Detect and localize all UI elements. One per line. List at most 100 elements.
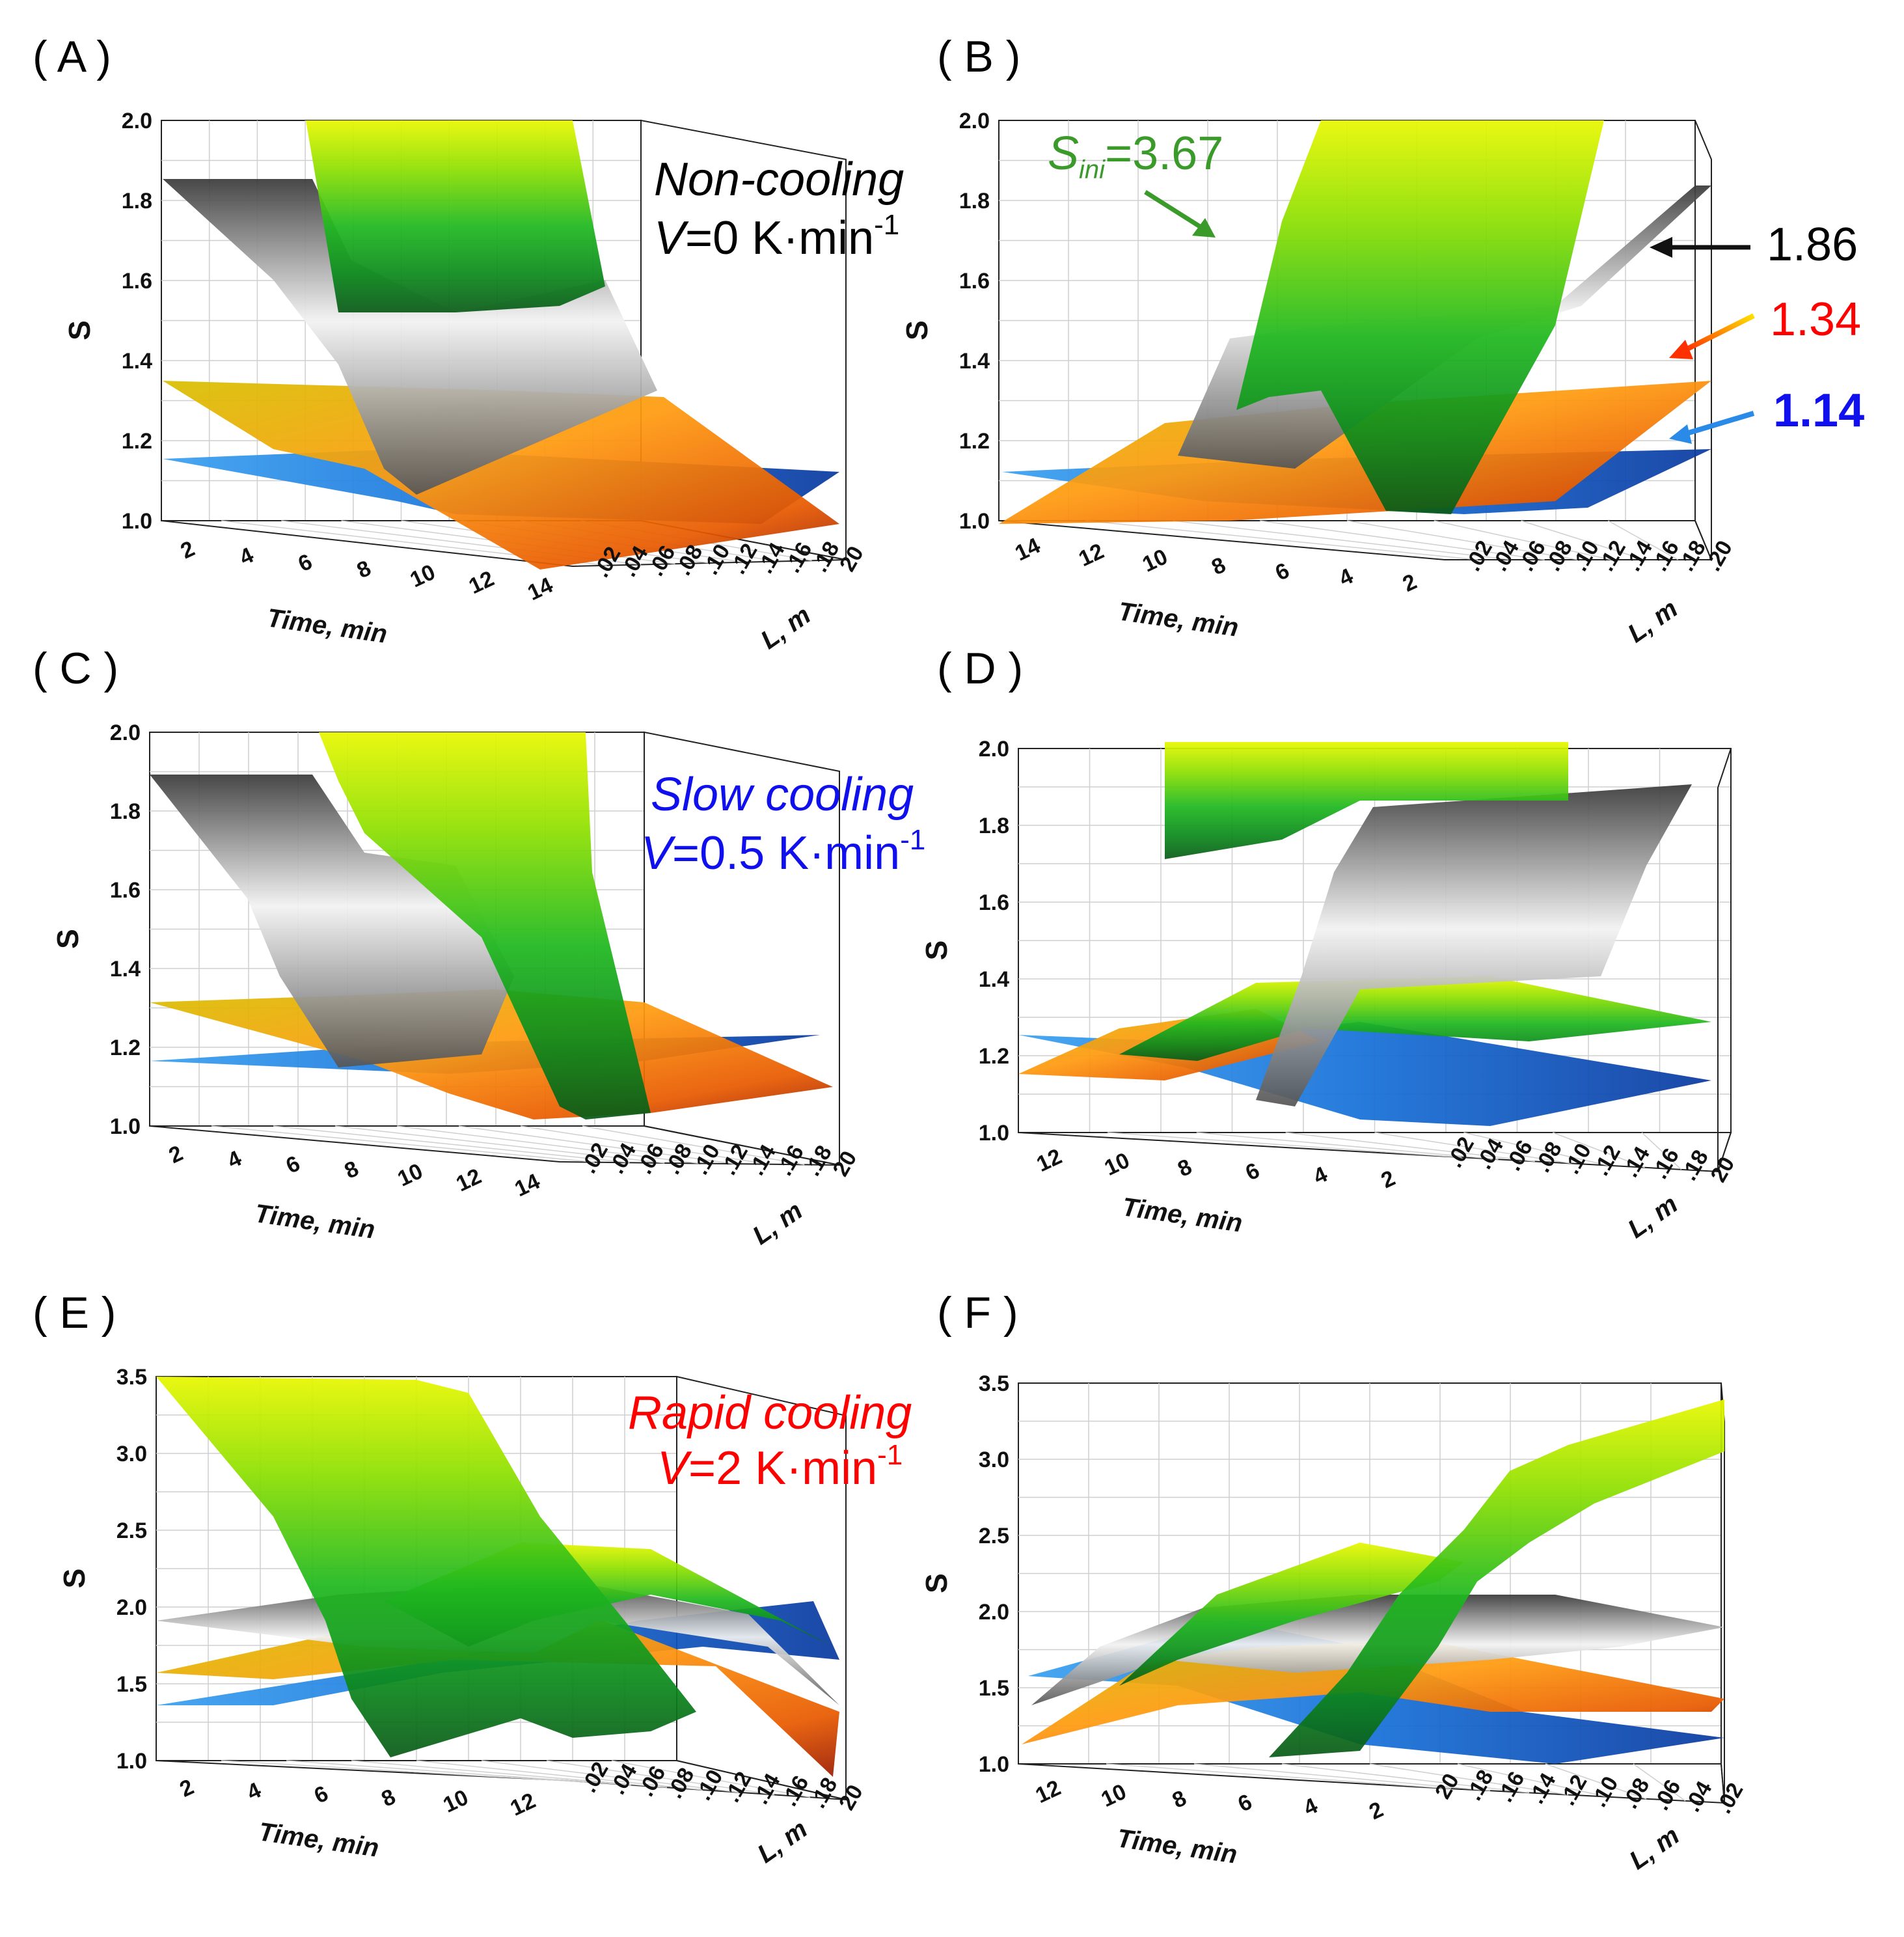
time-tick-label: 6 bbox=[1272, 558, 1293, 585]
arrow-head-icon bbox=[1669, 424, 1692, 444]
value-blue: 1.14 bbox=[1773, 385, 1864, 437]
time-tick-label: 8 bbox=[1169, 1785, 1190, 1813]
y-tick-label: 1.2 bbox=[979, 1044, 1009, 1069]
arrow-icon bbox=[1681, 411, 1755, 437]
l-tick-label: .08 bbox=[1530, 1138, 1568, 1177]
l-tick-label: .14 bbox=[1524, 1769, 1561, 1808]
l-tick-label: .08 bbox=[1618, 1774, 1655, 1813]
y-tick-label: 1.4 bbox=[110, 957, 141, 982]
rapid-rate: V=2 K·min-1 bbox=[657, 1439, 903, 1494]
time-tick-label: 2 bbox=[176, 1774, 197, 1802]
exponent: -1 bbox=[900, 824, 925, 856]
l-tick-label: .06 bbox=[1649, 1776, 1686, 1815]
y-tick-label: 1.6 bbox=[122, 269, 152, 294]
panel-label: ( D ) bbox=[937, 644, 1023, 693]
rapid-cooling-title: Rapid cooling bbox=[628, 1387, 912, 1439]
time-tick-label: 12 bbox=[507, 1788, 539, 1820]
time-tick-label: 12 bbox=[1033, 1144, 1065, 1177]
y-tick-label: 1.5 bbox=[979, 1676, 1009, 1701]
orange-surface bbox=[156, 1614, 839, 1777]
time-tick-label: 10 bbox=[1139, 544, 1171, 577]
panel-e: ( E ) 3.5 3.0 2.5 2.0 1.5 1.0 S 2 4 6 8 10 12 Time, mi… bbox=[33, 1288, 868, 1869]
panel-label: ( C ) bbox=[33, 644, 118, 693]
z-axis-title: S bbox=[919, 941, 953, 961]
noncooling-rate: V=0 K·min-1 bbox=[654, 209, 899, 264]
rate-text: =0 K·min bbox=[685, 212, 874, 264]
l-tick-label: .16 bbox=[772, 1141, 809, 1180]
time-tick-label: 4 bbox=[224, 1146, 245, 1174]
y-tick-label: 2.0 bbox=[979, 737, 1009, 762]
surfaces bbox=[156, 1377, 839, 1777]
panel-b: ( B ) 2.0 1.8 1.6 1.4 1.2 1.0 S 14 12 10 8 6 4 2 Time, … bbox=[900, 32, 1737, 648]
time-tick-label: 6 bbox=[1234, 1789, 1256, 1817]
time-tick-label: 8 bbox=[341, 1156, 362, 1183]
s-ini-label: Sini=3.67 bbox=[1048, 128, 1223, 184]
y-tick-label: 1.0 bbox=[116, 1749, 147, 1774]
time-tick-label: 10 bbox=[1100, 1148, 1133, 1181]
green-surface bbox=[1119, 976, 1711, 1061]
gray-surface bbox=[1256, 784, 1692, 1106]
panel-label: ( F ) bbox=[937, 1288, 1018, 1338]
green-surface bbox=[306, 120, 605, 312]
time-tick-label: 4 bbox=[1299, 1793, 1321, 1820]
l-tick-label: .20 bbox=[1701, 536, 1738, 575]
y-tick-label: 2.0 bbox=[122, 109, 152, 133]
value-gray: 1.86 bbox=[1767, 219, 1858, 271]
y-tick-label: 1.0 bbox=[979, 1752, 1009, 1777]
y-tick-label: 2.0 bbox=[959, 109, 990, 133]
arrow-head-icon bbox=[1192, 218, 1216, 238]
l-tick-label: .08 bbox=[662, 1764, 700, 1803]
orange-surface bbox=[163, 381, 839, 570]
l-tick-label: .14 bbox=[1618, 1142, 1655, 1181]
v-symbol: V bbox=[641, 827, 676, 879]
l-axis-title: L, m bbox=[1623, 1190, 1683, 1244]
y-tick-label: 1.6 bbox=[979, 890, 1009, 915]
surfaces bbox=[999, 120, 1711, 524]
panel-d: ( D ) 2.0 1.8 1.6 1.4 1.2 1.0 S 12 10 8 6 4 2 Time, mi… bbox=[919, 644, 1739, 1244]
l-axis-title: L, m bbox=[1623, 594, 1683, 648]
l-tick-label: .04 bbox=[1680, 1777, 1717, 1816]
time-tick-label: 6 bbox=[310, 1781, 332, 1808]
y-tick-label: 1.4 bbox=[959, 349, 990, 374]
time-axis-title: Time, min bbox=[253, 1199, 377, 1244]
gray-surface bbox=[150, 775, 514, 1067]
arrow-head-icon bbox=[1669, 340, 1693, 359]
time-tick-label: 8 bbox=[353, 556, 375, 583]
surfaces bbox=[163, 120, 839, 570]
y-tick-label: 1.0 bbox=[110, 1114, 141, 1139]
time-axis-title: Time, min bbox=[265, 603, 388, 648]
green-surface bbox=[1119, 1543, 1464, 1686]
l-tick-label: .06 bbox=[632, 1139, 670, 1178]
s-ini-value: =3.67 bbox=[1105, 128, 1223, 180]
noncooling-title: Non-cooling bbox=[654, 154, 904, 206]
panel-label: ( B ) bbox=[937, 32, 1020, 81]
l-tick-label: .14 bbox=[748, 1769, 785, 1808]
green-surface bbox=[1236, 120, 1604, 514]
time-tick-label: 8 bbox=[1208, 553, 1229, 580]
l-tick-label: .18 bbox=[806, 1774, 843, 1813]
y-tick-label: 1.8 bbox=[979, 814, 1009, 838]
y-tick-label: 1.2 bbox=[122, 429, 152, 454]
y-tick-label: 1.4 bbox=[979, 967, 1009, 992]
l-tick-label: 20 bbox=[835, 542, 869, 576]
surfaces bbox=[1018, 742, 1711, 1126]
y-tick-label: 1.4 bbox=[122, 349, 152, 374]
l-tick-label: .02 bbox=[577, 1758, 614, 1797]
surfaces bbox=[1022, 1399, 1724, 1764]
time-tick-label: 10 bbox=[394, 1159, 426, 1191]
time-tick-label: 2 bbox=[165, 1141, 187, 1168]
l-tick-label: .06 bbox=[634, 1762, 671, 1801]
s-ini-subscript: ini bbox=[1079, 156, 1106, 184]
l-tick-label: .12 bbox=[1589, 1141, 1626, 1180]
l-tick-label: .16 bbox=[1648, 1144, 1685, 1183]
rate-text: =2 K·min bbox=[688, 1442, 877, 1494]
panel-a: ( A ) 2.0 1.8 1.6 1.4 1.2 1.0 S 2 4 6 8 10 12 14 Time, … bbox=[33, 32, 869, 655]
time-tick-label: 8 bbox=[377, 1784, 399, 1811]
z-axis-title: S bbox=[62, 320, 96, 340]
z-axis-title: S bbox=[900, 320, 934, 340]
arrow-icon bbox=[1681, 313, 1755, 354]
green-surface bbox=[1269, 1399, 1724, 1757]
y-tick-label: 1.5 bbox=[116, 1672, 147, 1697]
y-tick-label: 3.5 bbox=[116, 1365, 147, 1390]
